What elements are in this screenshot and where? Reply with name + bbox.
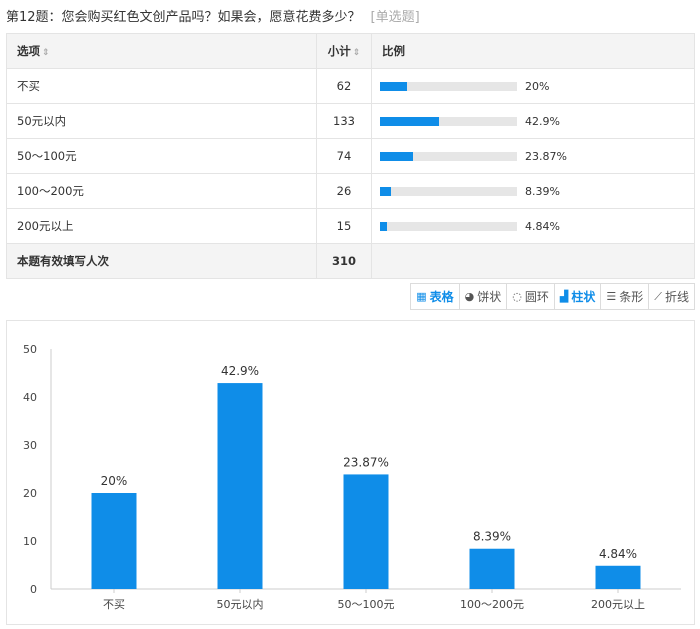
x-tick-label: 50～100元 xyxy=(338,598,395,611)
pie-icon: ◕ xyxy=(464,290,475,303)
y-tick-label: 50 xyxy=(23,343,37,356)
chart-type-label: 表格 xyxy=(429,290,454,304)
chart-type-button-2[interactable]: ◌ 圆环 xyxy=(506,283,555,310)
option-cell: 100～200元 xyxy=(6,173,317,209)
count-header[interactable]: 小计 ⇕ xyxy=(316,33,372,69)
ratio-cell: 8.39% xyxy=(371,173,695,209)
bar-3 xyxy=(469,548,515,589)
ratio-percent: 42.9% xyxy=(525,115,560,128)
data-label: 4.84% xyxy=(599,547,637,561)
option-cell: 200元以上 xyxy=(6,208,317,244)
stats-table: 选项 ⇕ 小计 ⇕ 比例 不买 62 20% 50元以内 133 42.9% 50～100元 74… xyxy=(6,33,695,279)
ratio-bar-fill xyxy=(380,82,408,91)
data-label: 42.9% xyxy=(221,364,259,378)
line-icon: ⟋ xyxy=(654,289,662,303)
x-tick-label: 不买 xyxy=(103,598,125,611)
ratio-bar-track xyxy=(380,222,517,231)
table-header-row: 选项 ⇕ 小计 ⇕ 比例 xyxy=(6,33,695,69)
chart-type-label: 圆环 xyxy=(524,290,549,304)
option-cell: 50～100元 xyxy=(6,138,317,174)
option-cell: 不买 xyxy=(6,68,317,104)
chart-svg: 0 10 20 30 40 50 20% 不买 42.9% 50元以内 23.87% 50～100元 8… xyxy=(23,343,681,611)
y-tick-label: 0 xyxy=(30,583,37,596)
ratio-header: 比例 xyxy=(371,33,695,69)
ratio-bar-track xyxy=(380,152,517,161)
ring-icon: ◌ xyxy=(512,290,522,303)
bar-1 xyxy=(217,383,263,589)
table-row: 200元以上 15 4.84% xyxy=(6,208,695,244)
ratio-bar-track xyxy=(380,82,517,91)
chart-type-label: 饼状 xyxy=(477,290,502,304)
y-tick-label: 10 xyxy=(23,535,37,548)
table-row: 100～200元 26 8.39% xyxy=(6,173,695,209)
y-tick-label: 20 xyxy=(23,487,37,500)
sort-icon[interactable]: ⇕ xyxy=(42,48,50,58)
chart-type-toolbar: ▦ 表格 ◕ 饼状 ◌ 圆环 ▟ 柱状 ☰ 条形 ⟋ 折线 xyxy=(410,283,695,310)
ratio-percent: 4.84% xyxy=(525,220,560,233)
chart-type-button-5[interactable]: ⟋ 折线 xyxy=(648,283,695,310)
bar-chart: 0 10 20 30 40 50 20% 不买 42.9% 50元以内 23.87% 50～100元 8… xyxy=(6,320,695,625)
data-label: 20% xyxy=(101,474,128,488)
ratio-bar-fill xyxy=(380,222,387,231)
x-tick-label: 200元以上 xyxy=(591,598,645,611)
bar-icon: ☰ xyxy=(606,290,617,303)
chart-type-button-0[interactable]: ▦ 表格 xyxy=(410,283,460,310)
chart-type-button-1[interactable]: ◕ 饼状 xyxy=(458,283,508,310)
total-label: 本题有效填写人次 xyxy=(6,243,317,279)
y-tick-label: 30 xyxy=(23,439,37,452)
x-tick-label: 50元以内 xyxy=(217,597,264,611)
count-cell: 15 xyxy=(316,208,372,244)
total-empty xyxy=(371,243,695,279)
option-cell: 50元以内 xyxy=(6,103,317,139)
data-label: 8.39% xyxy=(473,530,511,544)
table-row: 不买 62 20% xyxy=(6,68,695,104)
y-tick-label: 40 xyxy=(23,391,37,404)
column-icon: ▟ xyxy=(559,290,569,303)
bar-4 xyxy=(595,565,641,589)
count-cell: 133 xyxy=(316,103,372,139)
chart-type-button-4[interactable]: ☰ 条形 xyxy=(600,283,650,310)
x-tick-label: 100～200元 xyxy=(460,598,524,611)
ratio-bar-track xyxy=(380,187,517,196)
count-cell: 74 xyxy=(316,138,372,174)
table-row: 50元以内 133 42.9% xyxy=(6,103,695,139)
ratio-bar-fill xyxy=(380,152,413,161)
option-header[interactable]: 选项 ⇕ xyxy=(6,33,317,69)
bar-0 xyxy=(91,493,137,589)
ratio-cell: 20% xyxy=(371,68,695,104)
ratio-bar-fill xyxy=(380,187,392,196)
question-type: [单选题] xyxy=(370,10,420,25)
question-text: 第12题：您会购买红色文创产品吗？如果会，愿意花费多少？ xyxy=(6,10,361,25)
sort-icon[interactable]: ⇕ xyxy=(352,48,361,58)
ratio-percent: 20% xyxy=(525,80,550,93)
ratio-bar-fill xyxy=(380,117,439,126)
chart-type-label: 条形 xyxy=(619,290,644,304)
ratio-cell: 4.84% xyxy=(371,208,695,244)
count-cell: 26 xyxy=(316,173,372,209)
ratio-bar-track xyxy=(380,117,517,126)
ratio-percent: 23.87% xyxy=(525,150,567,163)
chart-type-button-3[interactable]: ▟ 柱状 xyxy=(553,283,602,310)
chart-type-label: 柱状 xyxy=(571,290,596,304)
ratio-cell: 42.9% xyxy=(371,103,695,139)
data-label: 23.87% xyxy=(343,455,389,469)
ratio-cell: 23.87% xyxy=(371,138,695,174)
table-row: 50～100元 74 23.87% xyxy=(6,138,695,174)
total-count: 310 xyxy=(316,243,372,279)
count-cell: 62 xyxy=(316,68,372,104)
ratio-percent: 8.39% xyxy=(525,185,560,198)
table-icon: ▦ xyxy=(416,290,427,303)
total-row: 本题有效填写人次 310 xyxy=(6,243,695,279)
chart-type-label: 折线 xyxy=(664,290,689,304)
bar-2 xyxy=(343,474,389,589)
question-title: 第12题：您会购买红色文创产品吗？如果会，愿意花费多少？ [单选题] xyxy=(6,6,420,25)
